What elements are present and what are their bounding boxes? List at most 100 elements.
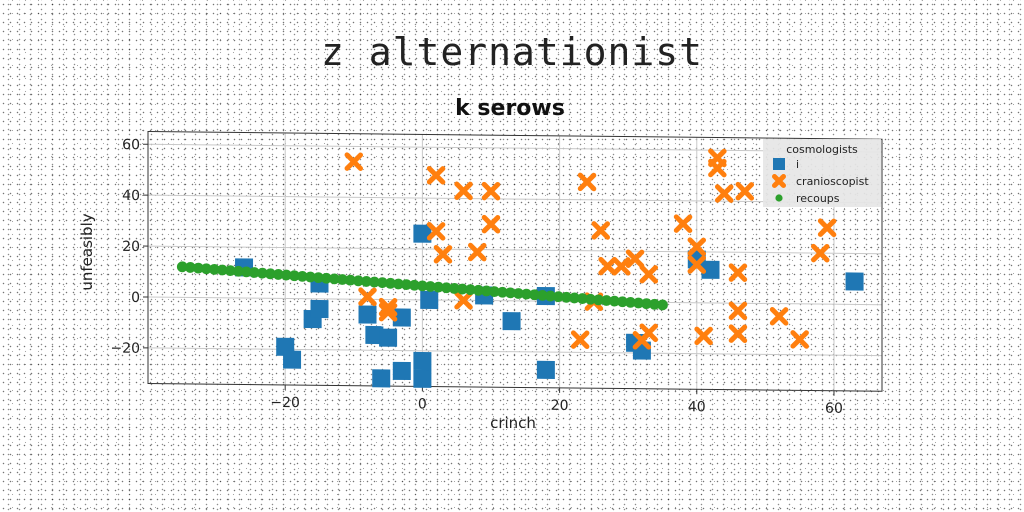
point-cranioscopist [728, 301, 748, 321]
point-recoups [336, 274, 348, 285]
legend-marker-recoups [775, 194, 783, 202]
point-recoups [328, 273, 340, 285]
point-recoups [649, 298, 660, 310]
point-recoups [400, 279, 412, 291]
point-recoups [248, 267, 260, 278]
point-recoups [320, 272, 332, 284]
point-cranioscopist [426, 165, 446, 185]
point-recoups [561, 291, 572, 303]
point-recoups [376, 277, 388, 289]
point-recoups [617, 296, 628, 308]
point-cranioscopist [454, 290, 473, 310]
legend-box [763, 139, 881, 207]
point-cranioscopist [454, 181, 473, 201]
point-i [365, 325, 384, 345]
point-recoups [593, 294, 604, 306]
point-recoups [497, 286, 508, 298]
point-cranioscopist [687, 255, 707, 274]
point-recoups [441, 282, 452, 294]
point-recoups [192, 262, 204, 274]
point-recoups [240, 266, 252, 278]
point-cranioscopist [714, 184, 734, 203]
x-tick-label: 20 [551, 398, 569, 414]
point-i [701, 260, 720, 279]
point-recoups [537, 290, 548, 301]
plot-area: −20 0 20 40 60 −20 0 20 40 60 [110, 131, 883, 417]
point-recoups [208, 263, 220, 275]
x-axis-label: crinch [490, 414, 536, 432]
point-recoups [473, 284, 484, 296]
point-i [413, 369, 432, 388]
point-recoups [625, 296, 636, 308]
point-cranioscopist [591, 221, 610, 240]
point-cranioscopist [790, 330, 809, 349]
point-cranioscopist [481, 214, 501, 234]
point-i [310, 299, 329, 319]
point-recoups [280, 269, 292, 281]
point-recoups [256, 267, 268, 279]
y-tick-label: 20 [122, 239, 140, 255]
point-i [536, 360, 555, 379]
point-cranioscopist [625, 249, 645, 269]
point-cranioscopist [481, 181, 501, 201]
point-cranioscopist [694, 326, 713, 346]
y-tick-label: 0 [131, 290, 140, 306]
point-cranioscopist [570, 330, 590, 350]
point-recoups [489, 286, 500, 297]
point-cranioscopist [612, 257, 631, 276]
data-points [176, 148, 864, 388]
grid-line-y [148, 296, 882, 306]
point-recoups [545, 290, 556, 302]
x-tick-label: 0 [418, 396, 427, 412]
legend-label: i [796, 158, 799, 171]
point-cranioscopist [426, 221, 446, 241]
point-recoups [408, 279, 420, 291]
point-cranioscopist [817, 218, 837, 238]
point-recoups [288, 270, 300, 282]
y-tick-label: 40 [122, 188, 140, 204]
point-recoups [449, 283, 460, 294]
point-recoups [344, 274, 356, 286]
point-recoups [657, 299, 668, 311]
point-cranioscopist [378, 302, 398, 322]
point-recoups [457, 283, 468, 295]
y-tick-label: 60 [122, 137, 140, 153]
point-cranioscopist [577, 172, 597, 192]
point-recoups [384, 277, 396, 289]
chart-title: k serows [455, 96, 565, 121]
tick-labels: −20 0 20 40 60 −20 0 20 40 60 [110, 137, 842, 417]
point-cranioscopist [728, 263, 748, 282]
point-recoups [184, 262, 196, 273]
point-cranioscopist [468, 242, 487, 262]
point-recoups [368, 276, 380, 288]
point-recoups [424, 281, 436, 292]
point-recoups [609, 295, 620, 307]
grid [148, 132, 882, 391]
grid-line-y [148, 347, 882, 357]
point-cranioscopist [358, 287, 377, 307]
point-recoups [481, 285, 492, 297]
grid-line-y [148, 194, 882, 204]
point-recoups [216, 264, 228, 276]
point-recoups [232, 265, 244, 277]
point-recoups [176, 261, 188, 273]
point-i [845, 272, 864, 291]
point-cranioscopist [769, 307, 789, 326]
point-recoups [585, 293, 596, 305]
point-i [392, 308, 411, 327]
point-recoups [641, 298, 652, 310]
point-i [372, 369, 391, 388]
plot-frame [147, 131, 883, 392]
point-cranioscopist [639, 323, 659, 343]
point-cranioscopist [708, 158, 727, 178]
point-recoups [200, 263, 212, 275]
legend: cosmologists i cranioscopist recoups [763, 139, 881, 207]
point-i [283, 350, 302, 369]
plot-border [147, 131, 883, 392]
point-i [358, 305, 377, 324]
point-cranioscopist [687, 237, 707, 257]
point-recoups [224, 265, 236, 277]
x-tick-label: 60 [825, 401, 843, 417]
point-recoups [577, 293, 588, 304]
